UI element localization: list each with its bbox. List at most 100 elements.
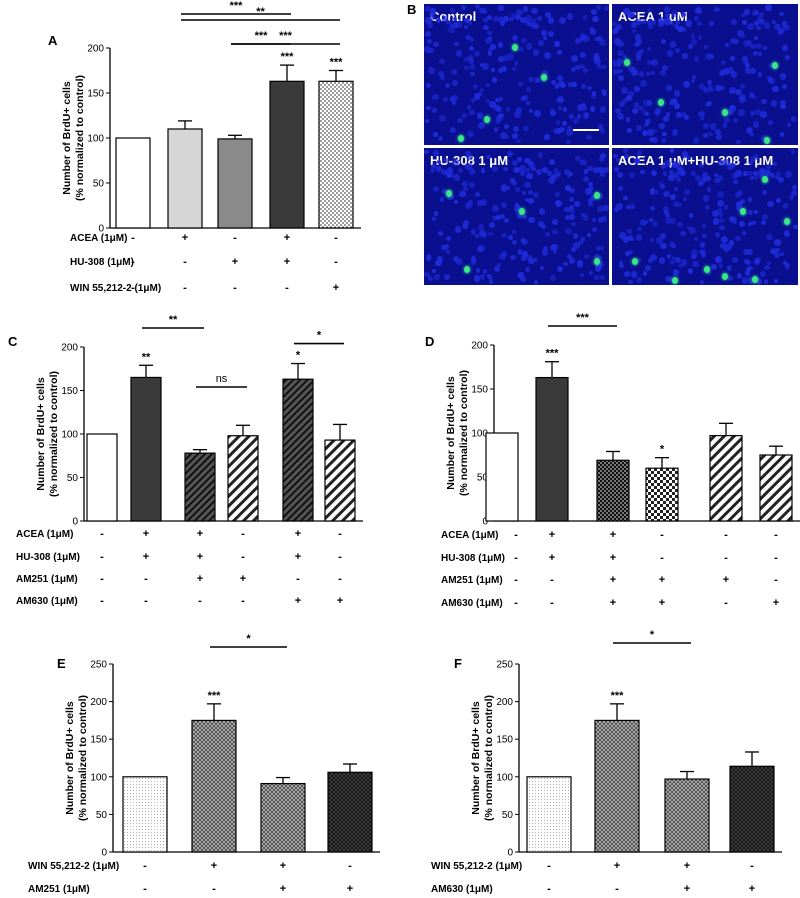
y-tick-label: 150 — [90, 735, 107, 746]
condition-sign: - — [100, 595, 104, 607]
nucleus — [474, 191, 481, 198]
bar — [217, 138, 253, 229]
nucleus — [683, 115, 690, 121]
nucleus — [455, 227, 462, 233]
nucleus — [470, 98, 476, 103]
nucleus — [595, 36, 600, 42]
nucleus — [587, 166, 593, 172]
nucleus — [728, 86, 736, 94]
nucleus — [646, 46, 651, 52]
y-tick-label: 150 — [471, 385, 488, 396]
significance-marker: *** — [546, 348, 560, 360]
nucleus — [780, 251, 785, 256]
brdu-positive-nucleus — [519, 208, 525, 215]
nucleus — [446, 249, 451, 254]
nucleus — [779, 72, 787, 80]
nucleus — [511, 34, 519, 42]
nucleus — [612, 28, 618, 35]
nucleus — [497, 15, 504, 22]
nucleus — [750, 156, 756, 162]
nucleus — [663, 190, 670, 198]
nucleus — [623, 236, 630, 243]
nucleus — [684, 188, 691, 195]
nucleus — [619, 264, 624, 269]
nucleus — [612, 68, 619, 75]
nucleus — [555, 120, 560, 125]
nucleus — [706, 79, 712, 85]
nucleus — [432, 108, 438, 114]
nucleus — [583, 15, 588, 20]
nucleus — [579, 273, 584, 278]
nucleus — [512, 167, 520, 174]
bar — [260, 782, 306, 853]
y-axis-label: Number of BrdU+ cells — [35, 377, 47, 491]
nucleus — [597, 217, 604, 224]
nucleus — [525, 87, 531, 92]
nucleus — [749, 43, 756, 50]
nucleus — [785, 171, 793, 179]
brdu-positive-nucleus — [484, 116, 490, 123]
nucleus — [782, 26, 787, 31]
nucleus — [673, 90, 681, 97]
condition-sign: - — [774, 574, 778, 586]
nucleus — [493, 127, 499, 133]
nucleus — [441, 15, 448, 22]
nucleus — [583, 254, 589, 259]
nucleus — [642, 110, 648, 115]
nucleus — [628, 66, 635, 72]
y-tick-label: 100 — [496, 772, 513, 783]
nucleus — [781, 20, 788, 27]
nucleus — [774, 23, 781, 31]
nucleus — [781, 84, 787, 89]
nucleus — [562, 107, 568, 112]
bar — [729, 765, 775, 853]
nucleus — [434, 274, 441, 281]
nucleus — [694, 174, 702, 182]
nucleus — [580, 212, 586, 218]
nucleus — [589, 270, 594, 275]
nucleus — [437, 135, 443, 142]
condition-sign: - — [233, 232, 237, 244]
nucleus — [753, 209, 758, 215]
nucleus — [550, 274, 557, 281]
nucleus — [691, 254, 697, 260]
nucleus — [774, 252, 781, 258]
nucleus — [512, 229, 517, 235]
nucleus — [782, 203, 789, 209]
nucleus — [537, 16, 543, 22]
nucleus — [521, 37, 527, 44]
nucleus — [675, 176, 681, 182]
nucleus — [638, 71, 645, 77]
nucleus — [757, 71, 763, 77]
nucleus — [617, 186, 623, 192]
nucleus — [469, 64, 476, 70]
condition-sign: + — [295, 551, 301, 563]
nucleus — [668, 169, 674, 175]
nucleus — [786, 122, 792, 128]
nucleus — [505, 107, 511, 112]
nucleus — [571, 81, 577, 87]
nucleus — [667, 277, 672, 282]
condition-sign: - — [241, 551, 245, 563]
bar — [115, 137, 151, 229]
y-tick-label: 200 — [90, 697, 107, 708]
nucleus — [702, 87, 709, 94]
comparison-label: ** — [169, 314, 178, 326]
nucleus — [614, 167, 619, 173]
nucleus — [488, 279, 493, 284]
nucleus — [762, 214, 769, 221]
nucleus — [487, 30, 492, 36]
brdu-positive-nucleus — [632, 258, 638, 265]
nucleus — [598, 156, 605, 163]
nucleus — [433, 132, 438, 137]
nucleus — [770, 172, 776, 178]
nucleus — [571, 221, 576, 226]
nucleus — [552, 219, 558, 225]
nucleus — [486, 83, 491, 88]
y-tick-label: 200 — [87, 44, 104, 55]
comparison-label: *** — [255, 30, 269, 42]
nucleus — [703, 45, 708, 50]
brdu-positive-nucleus — [594, 192, 600, 199]
nucleus — [532, 22, 540, 30]
nucleus — [751, 9, 759, 17]
